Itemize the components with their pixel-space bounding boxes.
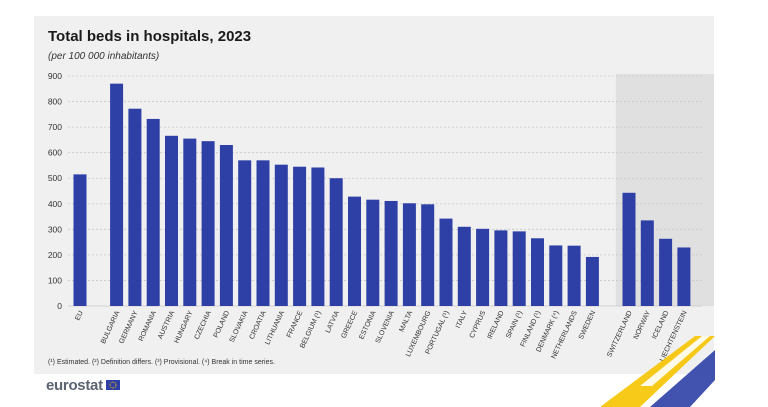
y-tick-label: 700 bbox=[48, 122, 62, 132]
bar bbox=[311, 167, 325, 306]
y-tick-label: 100 bbox=[48, 275, 62, 285]
chart-subtitle: (per 100 000 inhabitants) bbox=[48, 51, 160, 62]
bar bbox=[476, 228, 490, 306]
bar bbox=[329, 178, 343, 306]
bar bbox=[366, 199, 380, 306]
logo-text: eurostat bbox=[46, 376, 103, 394]
y-tick-label: 200 bbox=[48, 250, 62, 260]
bar bbox=[439, 218, 453, 306]
bar bbox=[274, 164, 288, 306]
bar bbox=[293, 166, 307, 306]
bar bbox=[348, 196, 361, 306]
bar bbox=[622, 192, 636, 306]
bar bbox=[238, 160, 252, 306]
chart-title: Total beds in hospitals, 2023 bbox=[48, 28, 252, 45]
y-tick-label: 800 bbox=[48, 97, 62, 107]
bar bbox=[146, 118, 160, 306]
bar bbox=[549, 245, 563, 306]
y-tick-label: 900 bbox=[48, 71, 62, 81]
bar bbox=[640, 220, 654, 306]
bar bbox=[585, 256, 599, 306]
bar bbox=[183, 138, 197, 306]
footnote: (¹) Estimated. (²) Definition differs. (… bbox=[48, 359, 275, 366]
white-stripe bbox=[640, 336, 710, 386]
bar bbox=[128, 108, 142, 306]
y-tick-label: 0 bbox=[57, 301, 62, 311]
bar bbox=[201, 141, 215, 306]
bar bbox=[402, 203, 416, 306]
bar bbox=[494, 230, 508, 306]
y-tick-label: 600 bbox=[48, 148, 62, 158]
bar bbox=[512, 231, 526, 306]
bar bbox=[110, 83, 124, 307]
blue-stripe bbox=[650, 350, 715, 407]
y-tick-label: 400 bbox=[48, 199, 62, 209]
bar bbox=[457, 226, 471, 306]
bar bbox=[421, 204, 435, 306]
y-tick-label: 500 bbox=[48, 173, 62, 183]
y-tick-label: 300 bbox=[48, 224, 62, 234]
bar bbox=[219, 145, 233, 306]
bar bbox=[567, 245, 581, 306]
bar bbox=[165, 135, 178, 306]
x-tick-label: EU bbox=[74, 310, 84, 322]
eu-flag-icon bbox=[105, 380, 120, 390]
bar bbox=[677, 247, 691, 306]
bar bbox=[531, 238, 544, 306]
bar bbox=[256, 160, 270, 306]
eurostat-logo: eurostat bbox=[46, 376, 120, 394]
bar bbox=[384, 200, 398, 306]
bar bbox=[73, 174, 87, 306]
bar bbox=[659, 238, 673, 306]
